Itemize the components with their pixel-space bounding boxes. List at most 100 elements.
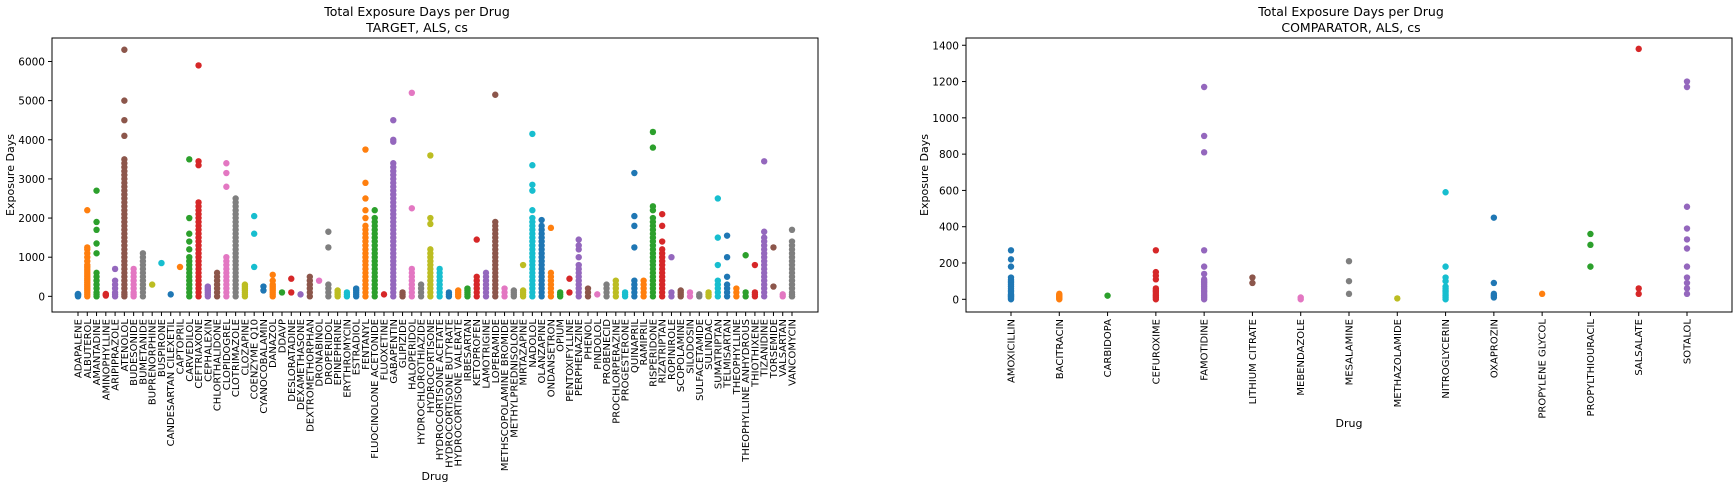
left-data-point xyxy=(306,273,314,280)
left-data-point xyxy=(742,289,749,296)
left-data-point xyxy=(204,283,212,290)
left-x-tick-label: CLOZAPINE xyxy=(240,319,251,376)
left-data-point xyxy=(427,152,434,159)
left-data-point xyxy=(788,226,796,233)
left-data-point xyxy=(362,195,369,202)
right-axes-frame xyxy=(965,37,1733,313)
right-data-point xyxy=(1683,225,1691,232)
left-x-tick-label: HALOPERIDOL xyxy=(407,319,418,390)
left-data-point xyxy=(705,289,712,296)
left-data-point xyxy=(510,287,518,294)
left-data-point xyxy=(325,281,332,288)
left-data-point xyxy=(454,287,462,294)
left-data-point xyxy=(538,222,545,230)
left-data-point xyxy=(603,281,610,288)
left-data-point xyxy=(501,285,508,292)
right-x-tick-label: OXAPROZIN xyxy=(1489,319,1500,378)
left-data-point xyxy=(186,156,193,163)
left-x-tick-label: TIZANIDINE xyxy=(760,319,771,378)
right-x-tick-label: PROPYLTHIOURACIL xyxy=(1586,319,1597,417)
left-data-point xyxy=(519,261,527,269)
left-data-point xyxy=(631,169,638,177)
left-data-point xyxy=(250,263,258,271)
right-chart: Total Exposure Days per Drug COMPARATOR,… xyxy=(918,4,1733,430)
left-data-point xyxy=(742,252,749,259)
right-data-point xyxy=(1683,203,1691,210)
left-data-point xyxy=(325,228,332,235)
left-y-tick-label: 6000 xyxy=(18,56,45,68)
left-data-point xyxy=(547,224,555,232)
left-x-tick-label: PERPHENAZINE xyxy=(574,319,585,396)
left-chart-subtitle: TARGET, ALS, cs xyxy=(365,20,468,35)
left-y-tick-label: 1000 xyxy=(18,252,45,264)
left-axes-frame xyxy=(51,37,819,313)
left-data-point xyxy=(93,187,100,194)
left-x-tick-label: QUINAPRIL xyxy=(630,319,641,373)
left-data-point xyxy=(260,283,267,290)
left-data-point xyxy=(390,117,397,124)
left-data-point xyxy=(121,97,128,104)
left-data-point xyxy=(325,244,332,251)
left-data-point xyxy=(186,254,193,261)
left-data-point xyxy=(102,290,110,298)
left-x-tick-label: AMINOPHYLLINE xyxy=(101,319,112,400)
left-data-point xyxy=(640,277,647,284)
right-data-point xyxy=(1200,83,1208,91)
left-x-tick-label: CLOTRIMAZOLE xyxy=(231,319,242,397)
right-data-point xyxy=(1394,295,1401,302)
right-y-tick-label: 400 xyxy=(939,222,959,234)
left-data-point xyxy=(362,222,369,230)
left-x-tick-label: VANCOMYCIN xyxy=(788,319,799,386)
left-data-point xyxy=(167,291,174,298)
left-x-tick-label: DROPERIDOL xyxy=(324,319,335,385)
left-data-point xyxy=(631,222,638,230)
left-data-point xyxy=(343,289,351,296)
left-data-point xyxy=(723,273,731,280)
left-x-tick-label: SULINDAC xyxy=(704,319,715,370)
left-data-point xyxy=(529,130,536,138)
left-x-tick-label: BUSPIRONE xyxy=(157,319,168,377)
left-x-tick-label: ATENOLOL xyxy=(120,319,131,372)
left-data-point xyxy=(658,238,666,245)
right-x-tick-label: BACITRACIN xyxy=(1055,319,1066,379)
left-x-tick-label: ERYTHROMYCIN xyxy=(342,319,353,398)
left-data-point xyxy=(529,162,536,169)
left-y-tick-label: 4000 xyxy=(18,135,45,147)
left-data-point xyxy=(519,287,527,294)
left-x-tick-label: VALSARTAN xyxy=(778,319,789,377)
left-x-tick-label: DRONABINOL xyxy=(315,319,326,387)
right-y-axis-label: Exposure Days xyxy=(918,134,931,216)
left-data-point xyxy=(566,289,573,296)
left-data-point xyxy=(631,212,638,220)
right-data-point xyxy=(1007,256,1015,263)
right-x-tick-label: AMOXICILLIN xyxy=(1007,319,1018,383)
left-data-point xyxy=(751,289,759,296)
left-data-point xyxy=(427,220,434,228)
left-x-tick-label: SILODOSIN xyxy=(686,319,697,374)
right-data-point xyxy=(1345,277,1353,285)
left-x-tick-label: LOPERAMIDE xyxy=(491,319,502,383)
right-data-point xyxy=(1104,292,1111,299)
left-data-point xyxy=(584,285,592,292)
left-data-point xyxy=(770,244,777,251)
left-data-point xyxy=(186,246,193,253)
right-x-tick-label: SALSALATE xyxy=(1634,319,1645,376)
left-x-tick-label: THEOPHYLLINE ANHYDROUS xyxy=(741,319,752,463)
left-data-point xyxy=(84,244,91,251)
left-data-point xyxy=(371,207,378,214)
left-x-tick-label: HYDROCORTISONE xyxy=(426,319,437,413)
left-data-point xyxy=(788,291,796,298)
right-x-tick-label: MESALAMINE xyxy=(1345,319,1356,385)
left-data-point xyxy=(408,89,416,97)
left-data-point xyxy=(677,287,684,294)
right-y-tick-label: 200 xyxy=(939,258,959,270)
left-data-point xyxy=(223,254,230,261)
left-data-point xyxy=(723,281,731,288)
left-data-point xyxy=(492,91,499,98)
right-data-point xyxy=(1200,263,1208,270)
right-data-point xyxy=(1442,283,1449,290)
left-x-tick-label: CLOPIDOGREL xyxy=(222,319,233,391)
left-data-point xyxy=(427,214,434,222)
left-data-point xyxy=(760,158,768,165)
left-data-point xyxy=(390,160,397,167)
